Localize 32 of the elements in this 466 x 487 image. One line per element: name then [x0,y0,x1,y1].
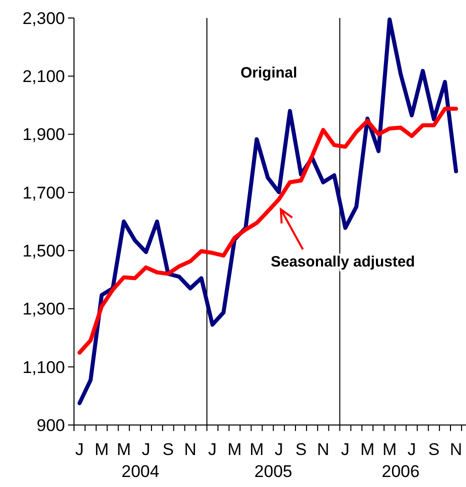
y-tick-label: 1,900 [22,125,65,144]
y-tick-label: 1,700 [22,183,65,202]
x-tick-label: S [295,440,307,459]
y-tick-label: 2,300 [22,8,65,28]
x-tick-label: J [142,440,150,459]
line-series [78,17,458,406]
y-tick-label: 900 [36,416,65,435]
x-tick-label: J [274,440,284,459]
x-tick-label: S [428,440,440,459]
x-tick-label: M [94,440,109,459]
x-tick-label: S [162,440,174,459]
x-tick-label: M [360,440,375,459]
text: 2004 [122,462,160,481]
x-tick-label: J [341,440,350,459]
y-tick-label: 1,300 [22,300,65,319]
y-tick-label: 2,100 [22,67,65,86]
text: 2005 [254,462,292,481]
text: Original [240,64,298,82]
x-tick-label: M [116,440,131,459]
x-tick-label: M [227,440,242,459]
x-tick-label: N [317,440,330,459]
x-tick-label: J [208,440,217,459]
x-tick-label: J [407,440,416,459]
x-tick-label: J [75,440,84,459]
x-tick-label: N [450,440,462,459]
x-tick-label: N [184,440,196,459]
x-tick-label: M [382,440,397,459]
y-tick-label: 1,500 [22,242,65,261]
x-tick-label: M [250,440,264,459]
y-tick-label: 1,100 [22,358,65,377]
text: 2006 [382,462,420,481]
line-series [78,106,458,355]
